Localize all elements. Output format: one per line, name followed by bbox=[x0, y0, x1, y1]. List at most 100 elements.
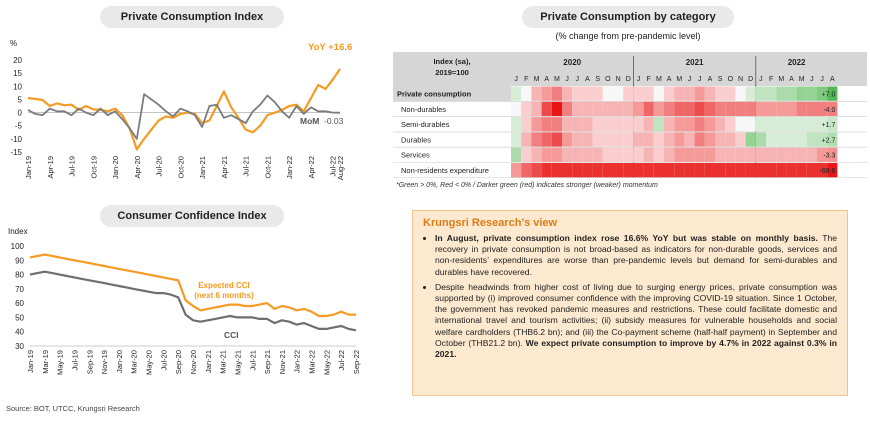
pci-ytick: 15 bbox=[13, 69, 22, 78]
heatmap-cell bbox=[766, 86, 777, 101]
cci-ytick: 90 bbox=[15, 256, 24, 265]
heatmap-cell bbox=[827, 163, 838, 178]
view-bullet-2-text: Despite headwinds from higher cost of li… bbox=[435, 281, 837, 348]
heatmap-cell bbox=[715, 86, 726, 101]
pci-xtick: Oct-19 bbox=[89, 156, 98, 179]
heatmap-cell bbox=[806, 101, 817, 117]
heatmap-month: J bbox=[759, 76, 763, 83]
heatmap-cell bbox=[613, 86, 624, 101]
heatmap-cell bbox=[664, 147, 675, 162]
heatmap-cell bbox=[776, 86, 787, 101]
heatmap-cell bbox=[674, 101, 685, 117]
heatmap-month: A bbox=[708, 76, 713, 83]
heatmap-cell bbox=[582, 147, 593, 162]
heatmap-cell bbox=[633, 86, 644, 101]
heatmap-cell bbox=[572, 86, 583, 101]
heatmap-row-label: Non-durables bbox=[401, 105, 446, 114]
heatmap-cell bbox=[786, 132, 797, 147]
pci-unit: % bbox=[10, 39, 17, 48]
heatmap-cell bbox=[664, 132, 675, 147]
heatmap-latest-value: -4.0 bbox=[823, 107, 835, 114]
heatmap-cell bbox=[643, 86, 654, 101]
pci-xtick: Oct-21 bbox=[263, 156, 272, 179]
cci-ytick: 50 bbox=[15, 313, 24, 322]
heatmap-cell bbox=[704, 132, 715, 147]
heatmap-cell bbox=[796, 147, 807, 162]
heatmap-cell bbox=[653, 86, 664, 101]
heatmap-cell bbox=[694, 86, 705, 101]
heatmap-month: F bbox=[524, 76, 528, 83]
heatmap-cell bbox=[755, 163, 766, 178]
heatmap-month: O bbox=[605, 76, 611, 83]
heatmap-cell bbox=[776, 147, 787, 162]
heatmap-month: M bbox=[534, 76, 540, 83]
heatmap-cell bbox=[572, 163, 583, 178]
heatmap-cell bbox=[592, 147, 603, 162]
heatmap-cell bbox=[582, 117, 593, 132]
heatmap-month: J bbox=[637, 76, 641, 83]
heatmap-cell bbox=[653, 101, 664, 117]
heatmap-row-label: Non-residents expenditure bbox=[401, 166, 489, 175]
heatmap-cell bbox=[725, 117, 736, 132]
heatmap-cell bbox=[551, 101, 562, 117]
heatmap-month: S bbox=[718, 76, 723, 83]
heatmap-month: J bbox=[810, 76, 814, 83]
heatmap-cell bbox=[602, 101, 613, 117]
heatmap-cell bbox=[623, 86, 634, 101]
heatmap-cell bbox=[562, 132, 573, 147]
heatmap-cell bbox=[643, 117, 654, 132]
pci-xtick: Jan-21 bbox=[198, 156, 207, 179]
heatmap-cell bbox=[633, 101, 644, 117]
heatmap-cell bbox=[786, 101, 797, 117]
heatmap-cell bbox=[674, 163, 685, 178]
cci-series-expected-cci bbox=[29, 253, 356, 318]
heatmap-cell bbox=[511, 86, 522, 101]
heatmap-cell bbox=[592, 163, 603, 178]
pci-xtick: Apr-19 bbox=[46, 156, 55, 179]
heatmap-cell bbox=[725, 163, 736, 178]
heatmap-cell bbox=[694, 117, 705, 132]
cci-ytick: 100 bbox=[11, 242, 25, 251]
heatmap-cell bbox=[806, 117, 817, 132]
heatmap-cell bbox=[704, 117, 715, 132]
heatmap-cell bbox=[562, 147, 573, 162]
heatmap-month: N bbox=[738, 76, 743, 83]
heatmap-month: J bbox=[820, 76, 824, 83]
heatmap-cell bbox=[572, 132, 583, 147]
heatmap-cell bbox=[551, 117, 562, 132]
pci-mom-label: MoM bbox=[300, 116, 319, 126]
heatmap-cell bbox=[664, 86, 675, 101]
heatmap-cell bbox=[704, 101, 715, 117]
heatmap-month: M bbox=[554, 76, 560, 83]
heatmap-cell bbox=[806, 132, 817, 147]
heatmap-cell bbox=[602, 132, 613, 147]
heatmap-cell bbox=[674, 86, 685, 101]
heatmap-cell bbox=[592, 101, 603, 117]
heatmap-cell bbox=[511, 147, 522, 162]
heatmap-cell bbox=[653, 132, 664, 147]
heatmap-cell bbox=[786, 86, 797, 101]
heatmap-month: A bbox=[789, 76, 794, 83]
heatmap-cell bbox=[684, 132, 695, 147]
pci-ytick: 10 bbox=[13, 82, 22, 91]
cci-unit: Index bbox=[8, 227, 28, 236]
heatmap-cell bbox=[551, 86, 562, 101]
heatmap-cell bbox=[664, 163, 675, 178]
heatmap-month: J bbox=[514, 76, 518, 83]
heatmap-cell bbox=[694, 147, 705, 162]
heatmap-cell bbox=[623, 101, 634, 117]
heatmap-cell bbox=[796, 132, 807, 147]
heatmap-cell bbox=[755, 132, 766, 147]
cci-xtick: Nov-19 bbox=[100, 350, 109, 374]
heatmap-cell bbox=[592, 86, 603, 101]
heatmap-cell bbox=[551, 132, 562, 147]
heatmap-cell bbox=[766, 163, 777, 178]
heatmap-latest-value: +1.7 bbox=[822, 122, 836, 129]
heatmap-cell bbox=[602, 147, 613, 162]
heatmap-cell bbox=[511, 132, 522, 147]
heatmap-note: *Green > 0%, Red < 0% / Darker green (re… bbox=[396, 182, 658, 189]
heatmap-month: A bbox=[585, 76, 590, 83]
cci-xtick: Sep-21 bbox=[263, 350, 272, 374]
heatmap-month: N bbox=[616, 76, 621, 83]
